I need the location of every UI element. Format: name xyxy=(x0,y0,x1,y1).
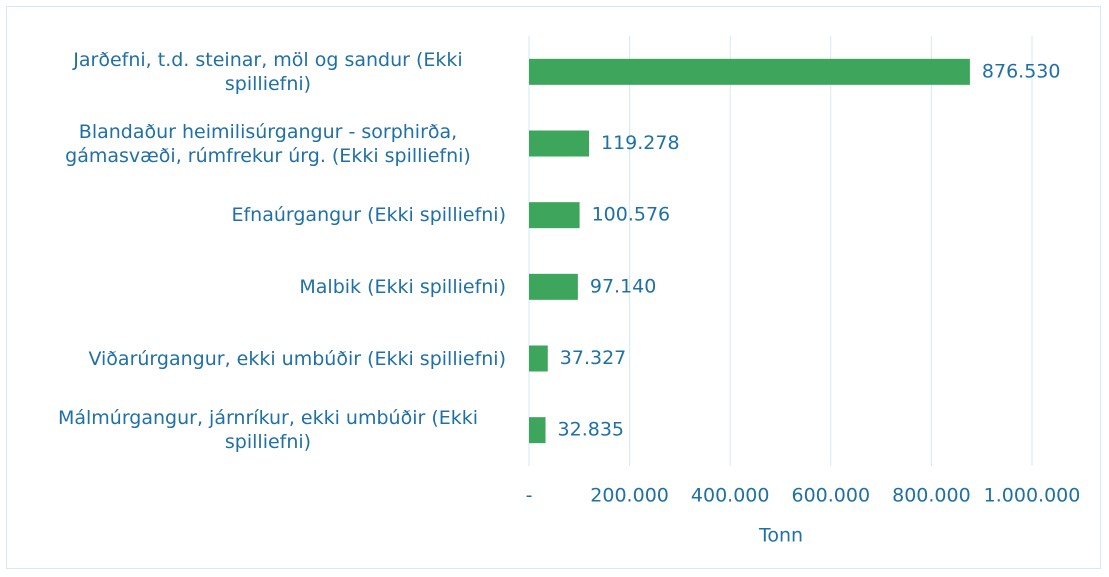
y-tick-label-box: Blandaður heimilisúrgangur - sorphirða, … xyxy=(30,109,506,179)
bar xyxy=(529,417,546,444)
bar xyxy=(529,345,548,372)
y-tick-label-box: Viðarúrgangur, ekki umbúðir (Ekki spilli… xyxy=(30,324,506,394)
data-label: 119.278 xyxy=(601,132,680,154)
x-tick-label: 800.000 xyxy=(892,485,971,507)
bar xyxy=(529,58,970,85)
y-tick-label: Jarðefni, t.d. steinar, möl og sandur (E… xyxy=(73,48,463,95)
data-label: 100.576 xyxy=(592,204,671,226)
bar xyxy=(529,130,589,157)
data-label: 97.140 xyxy=(590,275,656,297)
y-tick-label: Malbik (Ekki spilliefni) xyxy=(299,275,506,298)
y-tick-label-box: Malbik (Ekki spilliefni) xyxy=(30,252,506,322)
bar xyxy=(529,273,578,300)
x-tick-label: - xyxy=(526,485,533,507)
chart-frame xyxy=(6,6,1101,569)
x-tick-label: 1.000.000 xyxy=(984,485,1081,507)
y-tick-label: Viðarúrgangur, ekki umbúðir (Ekki spilli… xyxy=(88,347,506,370)
x-tick-label: 200.000 xyxy=(590,485,669,507)
data-label: 32.835 xyxy=(558,419,624,441)
y-tick-label-box: Efnaúrgangur (Ekki spilliefni) xyxy=(30,180,506,250)
y-tick-label-box: Jarðefni, t.d. steinar, möl og sandur (E… xyxy=(30,37,506,107)
x-tick-label: 400.000 xyxy=(691,485,770,507)
x-axis-title: Tonn xyxy=(758,525,803,547)
x-tick-label: 600.000 xyxy=(792,485,871,507)
bar xyxy=(529,202,580,229)
y-tick-label: Málmúrgangur, járnríkur, ekki umbúðir (E… xyxy=(57,407,479,454)
y-tick-label: Blandaður heimilisúrgangur - sorphirða, … xyxy=(65,120,471,167)
data-label: 876.530 xyxy=(982,60,1061,82)
data-label: 37.327 xyxy=(560,347,626,369)
y-tick-label-box: Málmúrgangur, járnríkur, ekki umbúðir (E… xyxy=(30,395,506,465)
y-tick-label: Efnaúrgangur (Ekki spilliefni) xyxy=(231,204,506,227)
